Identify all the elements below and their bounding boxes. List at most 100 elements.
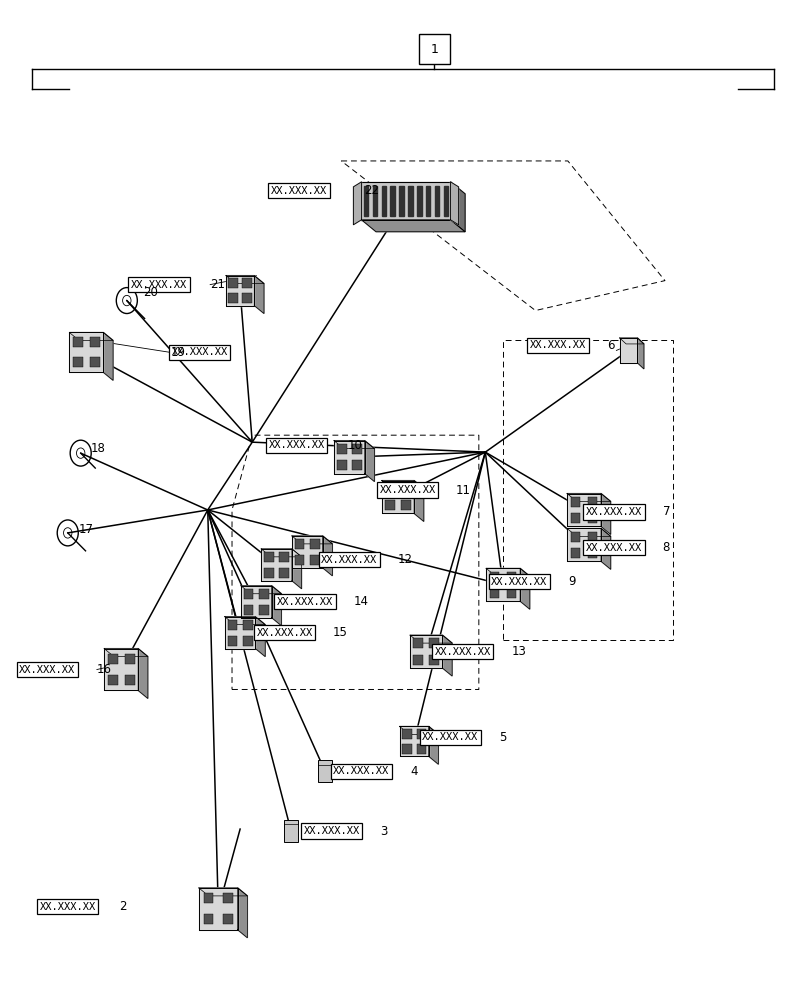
- Bar: [401, 744, 411, 754]
- Bar: [506, 588, 516, 598]
- Polygon shape: [138, 649, 148, 698]
- Polygon shape: [399, 726, 428, 756]
- Polygon shape: [241, 586, 272, 618]
- Polygon shape: [600, 528, 610, 569]
- Text: XX.XXX.XX: XX.XXX.XX: [268, 440, 324, 450]
- Text: XX.XXX.XX: XX.XXX.XX: [422, 732, 478, 742]
- Polygon shape: [486, 568, 529, 576]
- Text: XX.XXX.XX: XX.XXX.XX: [491, 577, 547, 587]
- Bar: [259, 589, 268, 599]
- Polygon shape: [361, 220, 465, 232]
- Polygon shape: [566, 528, 610, 536]
- Polygon shape: [322, 536, 332, 576]
- Text: 14: 14: [353, 595, 368, 608]
- Polygon shape: [428, 726, 438, 764]
- Bar: [108, 675, 118, 685]
- Polygon shape: [399, 186, 403, 216]
- Polygon shape: [333, 441, 374, 449]
- Polygon shape: [254, 276, 264, 314]
- Polygon shape: [364, 441, 374, 482]
- Polygon shape: [426, 186, 430, 216]
- Text: XX.XXX.XX: XX.XXX.XX: [19, 665, 75, 675]
- Bar: [413, 655, 423, 665]
- Bar: [73, 357, 83, 367]
- Bar: [401, 484, 410, 494]
- Bar: [259, 605, 268, 615]
- Polygon shape: [69, 332, 103, 372]
- Polygon shape: [435, 186, 439, 216]
- Polygon shape: [566, 494, 600, 526]
- Bar: [243, 589, 253, 599]
- Bar: [570, 548, 580, 558]
- Bar: [279, 552, 289, 562]
- Polygon shape: [410, 635, 442, 668]
- Text: 2: 2: [118, 900, 126, 913]
- Polygon shape: [410, 635, 452, 643]
- Text: XX.XXX.XX: XX.XXX.XX: [171, 347, 228, 357]
- Polygon shape: [225, 617, 255, 649]
- Bar: [90, 357, 100, 367]
- Polygon shape: [225, 276, 254, 306]
- Bar: [506, 572, 516, 582]
- Polygon shape: [450, 182, 465, 232]
- Bar: [429, 655, 439, 665]
- Polygon shape: [103, 332, 113, 380]
- Bar: [587, 497, 597, 507]
- Text: 13: 13: [511, 645, 526, 658]
- Text: 21: 21: [210, 278, 225, 291]
- Text: 16: 16: [97, 663, 112, 676]
- Bar: [264, 552, 273, 562]
- Bar: [310, 555, 320, 565]
- Polygon shape: [333, 441, 364, 474]
- Bar: [401, 729, 411, 739]
- Bar: [204, 914, 213, 924]
- Bar: [223, 914, 233, 924]
- Polygon shape: [255, 617, 265, 657]
- Text: 4: 4: [410, 765, 417, 778]
- Polygon shape: [272, 586, 281, 626]
- Polygon shape: [600, 494, 610, 534]
- Text: 19: 19: [170, 346, 185, 359]
- Text: 1: 1: [430, 43, 438, 56]
- Polygon shape: [261, 549, 301, 557]
- Bar: [429, 638, 439, 648]
- Polygon shape: [381, 481, 414, 513]
- Bar: [242, 278, 251, 288]
- Polygon shape: [241, 586, 281, 594]
- Bar: [416, 744, 426, 754]
- Polygon shape: [637, 338, 643, 369]
- Polygon shape: [261, 549, 291, 581]
- Polygon shape: [450, 182, 458, 225]
- Bar: [418, 34, 449, 64]
- Bar: [227, 620, 237, 630]
- Polygon shape: [225, 617, 265, 625]
- Polygon shape: [199, 888, 247, 896]
- Polygon shape: [619, 338, 643, 344]
- Bar: [587, 548, 597, 558]
- Polygon shape: [566, 528, 600, 561]
- Text: XX.XXX.XX: XX.XXX.XX: [530, 340, 586, 350]
- Text: 15: 15: [333, 626, 348, 639]
- Polygon shape: [390, 186, 394, 216]
- Bar: [125, 675, 135, 685]
- Bar: [223, 893, 233, 903]
- Text: XX.XXX.XX: XX.XXX.XX: [277, 597, 333, 607]
- Text: 20: 20: [143, 286, 157, 299]
- Bar: [587, 532, 597, 542]
- Bar: [228, 293, 238, 303]
- Bar: [416, 729, 426, 739]
- Text: XX.XXX.XX: XX.XXX.XX: [256, 628, 312, 638]
- Bar: [204, 893, 213, 903]
- Polygon shape: [353, 182, 361, 225]
- Polygon shape: [414, 481, 423, 521]
- Polygon shape: [291, 536, 332, 544]
- Text: 22: 22: [363, 184, 379, 197]
- Polygon shape: [104, 649, 138, 690]
- Bar: [227, 636, 237, 646]
- Bar: [587, 513, 597, 523]
- Polygon shape: [619, 338, 637, 363]
- Bar: [310, 539, 320, 549]
- Polygon shape: [291, 549, 301, 589]
- Text: XX.XXX.XX: XX.XXX.XX: [434, 647, 490, 657]
- Bar: [570, 513, 580, 523]
